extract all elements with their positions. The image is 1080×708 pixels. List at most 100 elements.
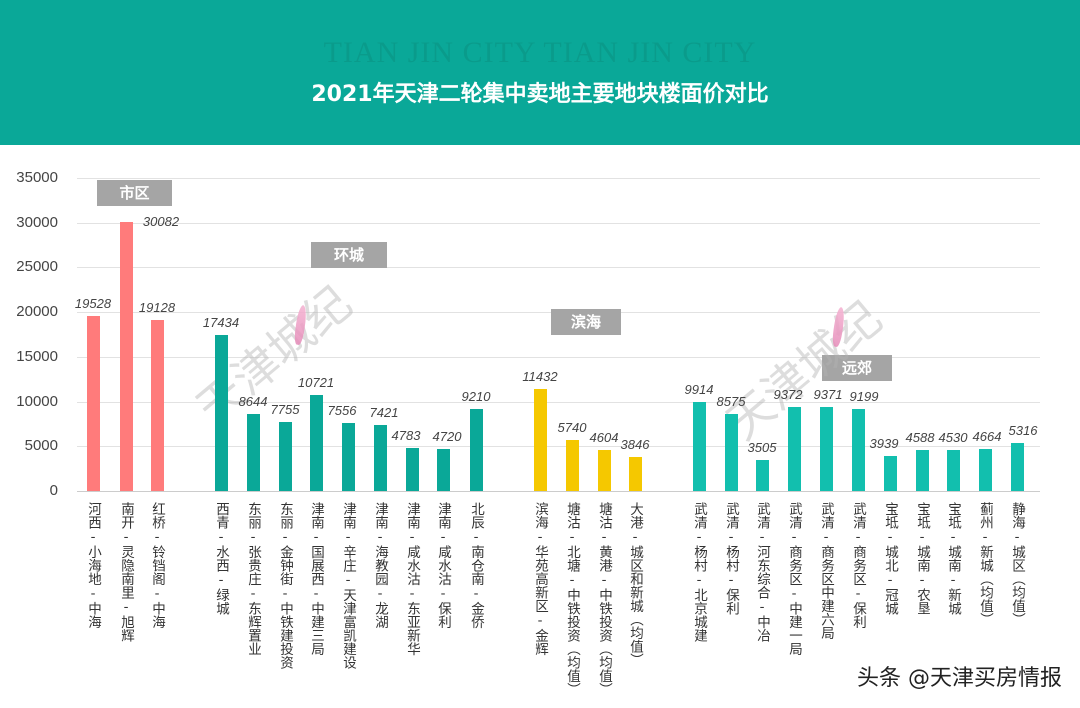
bar-huancheng	[405, 448, 419, 491]
bar-value-label: 30082	[142, 213, 180, 229]
x-tick-label: 津南-国展西-中建三局	[308, 502, 324, 656]
bar-value-label: 9199	[849, 388, 879, 404]
y-tick-35000: 35000	[16, 169, 58, 186]
bar-huancheng	[214, 335, 228, 491]
x-tick-label: 蓟州-新城（均值）	[977, 502, 993, 626]
group-label-shiqu: 市区	[97, 180, 172, 206]
y-tick-10000: 10000	[16, 393, 58, 410]
x-axis-line	[77, 491, 1040, 492]
bar-shiqu	[150, 319, 164, 491]
x-tick-label: 塘沽-黄港-中铁投资（均值）	[596, 502, 612, 696]
bar-yuanjiao	[1010, 443, 1024, 491]
bar-value-label: 7755	[270, 401, 300, 417]
x-tick-label: 津南-咸水沽-东亚新华	[404, 502, 420, 656]
bar-value-label: 4664	[972, 429, 1002, 445]
bar-value-label: 3846	[620, 436, 650, 452]
y-tick-5000: 5000	[24, 437, 58, 454]
group-label-yuanjiao: 远郊	[822, 355, 892, 381]
x-tick-label: 津南-咸水沽-保利	[435, 502, 451, 629]
bar-huancheng	[436, 448, 450, 491]
bar-yuanjiao	[819, 407, 833, 491]
bar-value-label: 9372	[773, 387, 803, 403]
x-tick-label: 滨海-华苑高新区-金辉	[532, 502, 548, 656]
y-tick-15000: 15000	[16, 348, 58, 365]
bar-binhai	[628, 456, 642, 491]
bar-huancheng	[246, 413, 260, 491]
bar-value-label: 11432	[522, 368, 558, 384]
bar-yuanjiao	[915, 449, 929, 491]
bar-value-label: 4530	[938, 430, 968, 446]
x-tick-label: 武清-杨村-北京城建	[691, 502, 707, 642]
header-watermark: TIAN JIN CITY TIAN JIN CITY	[323, 36, 757, 69]
x-tick-label: 武清-商务区中建六局	[818, 502, 834, 640]
gridline	[77, 223, 1040, 224]
group-label-binhai: 滨海	[551, 309, 621, 335]
bar-huancheng	[278, 421, 292, 491]
x-tick-label: 武清-商务区-保利	[850, 502, 866, 629]
bar-value-label: 8644	[238, 393, 268, 409]
x-tick-label: 西青-水西-绿城	[213, 502, 229, 615]
bar-value-label: 19528	[74, 296, 112, 312]
bar-value-label: 9371	[813, 387, 843, 403]
bar-yuanjiao	[755, 459, 769, 491]
x-tick-label: 武清-河东综合-中冶	[754, 502, 770, 642]
x-tick-label: 东丽-金钟街-中铁建投资	[277, 502, 293, 669]
x-tick-label: 武清-商务区-中建一局	[786, 502, 802, 656]
bar-chart: 35000 30000 25000 20000 15000 10000 5000…	[0, 145, 1080, 708]
bar-yuanjiao	[978, 449, 992, 491]
x-tick-label: 红桥-铃铛阁-中海	[149, 502, 165, 629]
bar-shiqu	[119, 221, 133, 491]
bar-yuanjiao	[946, 450, 960, 491]
bar-huancheng	[309, 395, 323, 491]
x-tick-label: 东丽-张贵庄-东辉置业	[245, 502, 261, 656]
bar-huancheng	[469, 408, 483, 491]
bar-yuanjiao	[724, 414, 738, 491]
bar-value-label: 17434	[202, 315, 240, 331]
bar-binhai	[565, 439, 579, 491]
x-tick-label: 大港-城区和新城（均值）	[627, 502, 643, 667]
bar-binhai	[533, 388, 547, 491]
source-credit: 头条 @天津买房情报	[857, 666, 1062, 691]
bar-value-label: 10721	[297, 375, 335, 391]
bar-value-label: 9210	[461, 388, 491, 404]
bar-value-label: 4588	[905, 429, 935, 445]
bar-yuanjiao	[851, 408, 865, 491]
x-tick-label: 津南-辛庄-天津富凯建设	[340, 502, 356, 669]
gridline	[77, 178, 1040, 179]
bar-binhai	[597, 449, 611, 491]
x-tick-label: 塘沽-北塘-中铁投资（均值）	[564, 502, 580, 696]
gridline	[77, 446, 1040, 447]
y-tick-20000: 20000	[16, 303, 58, 320]
x-tick-label: 静海-城区（均值）	[1009, 502, 1025, 626]
bar-huancheng	[341, 423, 355, 491]
x-tick-label: 宝坻-城北-冠城	[882, 502, 898, 615]
bar-value-label: 4720	[432, 428, 462, 444]
x-tick-label: 武清-杨村-保利	[723, 502, 739, 615]
bar-yuanjiao	[692, 402, 706, 491]
x-tick-label: 津南-海教园-龙湖	[372, 502, 388, 629]
x-tick-label: 宝坻-城南-农垦	[914, 502, 930, 615]
group-label-huancheng: 环城	[311, 242, 387, 268]
bar-shiqu	[86, 316, 100, 491]
bar-value-label: 3939	[869, 435, 899, 451]
bar-value-label: 4604	[589, 429, 619, 445]
x-tick-label: 河西-小海地-中海	[85, 502, 101, 629]
bar-huancheng	[373, 424, 387, 491]
y-tick-0: 0	[49, 482, 58, 499]
bar-value-label: 8575	[716, 394, 746, 410]
bar-value-label: 5316	[1008, 423, 1038, 439]
bar-value-label: 19128	[138, 299, 176, 315]
bar-value-label: 3505	[747, 439, 777, 455]
bar-value-label: 5740	[557, 419, 587, 435]
bar-value-label: 4783	[391, 428, 421, 444]
bar-value-label: 9914	[684, 382, 714, 398]
y-tick-25000: 25000	[16, 258, 58, 275]
gridline	[77, 402, 1040, 403]
y-tick-30000: 30000	[16, 214, 58, 231]
gridline	[77, 357, 1040, 358]
x-tick-label: 南开-灵隐南里-旭辉	[118, 502, 134, 642]
header-banner: TIAN JIN CITY TIAN JIN CITY 2021年天津二轮集中卖…	[0, 0, 1080, 145]
bar-value-label: 7421	[369, 404, 399, 420]
gridline	[77, 267, 1040, 268]
x-tick-label: 北辰-南仓南-金侨	[468, 502, 484, 629]
